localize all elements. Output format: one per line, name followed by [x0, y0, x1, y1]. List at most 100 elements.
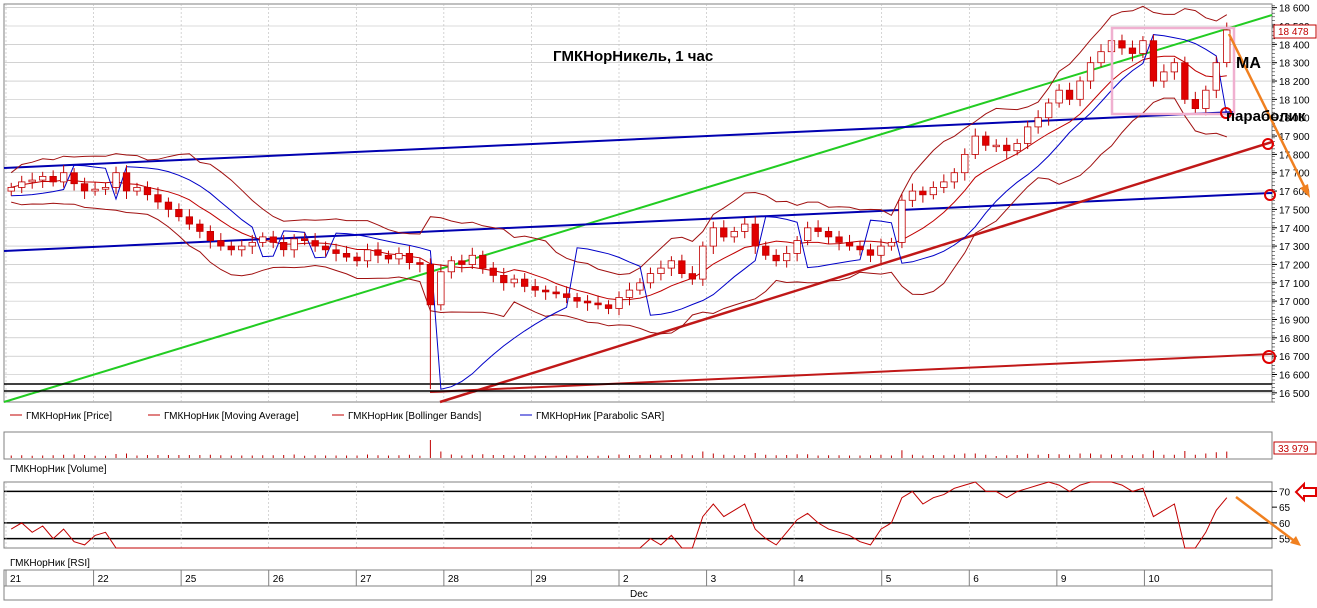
candle-body — [1024, 126, 1032, 144]
candle — [489, 262, 497, 283]
candle-body — [279, 241, 288, 251]
candle-body — [489, 267, 497, 276]
candle — [321, 241, 330, 257]
candle — [835, 230, 843, 251]
candle-body — [552, 291, 560, 295]
day-label: 3 — [711, 574, 717, 585]
price-tick-label: 17 200 — [1279, 260, 1310, 271]
candle — [542, 285, 550, 300]
price-tick-label: 17 100 — [1279, 279, 1310, 290]
candles — [7, 22, 1231, 390]
price-tick-label: 16 600 — [1279, 370, 1310, 381]
candle — [678, 254, 686, 279]
candle — [164, 197, 173, 218]
candle — [583, 295, 592, 311]
candle — [919, 186, 927, 203]
candle — [657, 260, 665, 281]
trend-lines — [3, 14, 1273, 404]
candle — [395, 247, 403, 265]
day-label: 21 — [10, 574, 22, 585]
candle-body — [101, 186, 110, 190]
candle-body — [615, 297, 623, 309]
candle — [227, 241, 235, 256]
candle-body — [311, 240, 319, 247]
candle — [426, 258, 435, 390]
candle — [908, 183, 917, 208]
candle-body — [175, 208, 183, 218]
candle-body — [447, 260, 456, 273]
candle-body — [919, 190, 927, 196]
price-down-arrowhead — [1300, 184, 1310, 198]
candle — [1086, 56, 1095, 89]
candle — [196, 219, 204, 239]
candle — [1202, 85, 1210, 116]
day-label: 29 — [535, 574, 547, 585]
candle — [688, 266, 696, 285]
candle — [1065, 82, 1074, 106]
candle — [563, 286, 571, 304]
candle — [699, 241, 707, 286]
price-tick-label: 16 700 — [1279, 352, 1310, 363]
candle — [259, 232, 267, 248]
rsi-line — [10, 481, 1228, 549]
day-label: 27 — [360, 574, 372, 585]
candle-body — [353, 256, 361, 262]
candle-body — [468, 254, 477, 265]
candle — [1034, 110, 1042, 134]
candle-body — [7, 186, 15, 192]
candle-body — [332, 249, 340, 254]
candle — [898, 194, 906, 249]
candle-body — [1212, 62, 1220, 91]
candle — [1097, 44, 1105, 68]
candle-body — [510, 278, 518, 284]
candle-body — [248, 241, 256, 247]
candle — [730, 226, 738, 243]
candle-body — [824, 230, 833, 238]
price-tick-label: 17 000 — [1279, 297, 1310, 308]
candle-body — [741, 223, 749, 232]
price-tick-label: 17 400 — [1279, 224, 1310, 235]
candle-body — [793, 240, 801, 254]
day-label: 6 — [973, 574, 979, 585]
candle-body — [60, 172, 68, 183]
candle — [1045, 98, 1053, 126]
candle — [290, 234, 298, 258]
candle-body — [688, 273, 696, 280]
candle — [1024, 120, 1032, 150]
candle — [992, 139, 1000, 153]
candle-body — [164, 201, 173, 210]
candle-body — [1149, 40, 1158, 82]
candle — [1118, 34, 1126, 55]
price-tick-label: 17 700 — [1279, 169, 1310, 180]
candle-body — [227, 245, 235, 251]
candle — [1076, 76, 1084, 107]
candle-body — [604, 304, 613, 309]
candle-body — [531, 286, 539, 291]
candle-body — [112, 172, 120, 188]
rsi-tick-label: 60 — [1279, 519, 1291, 530]
candle — [940, 174, 948, 194]
price-tick-label: 18 300 — [1279, 59, 1310, 70]
price-tick-label: 17 900 — [1279, 132, 1310, 143]
candle — [206, 225, 215, 249]
price-tick-label: 16 500 — [1279, 389, 1310, 400]
candle — [458, 254, 466, 273]
candle — [269, 230, 277, 249]
marker-circle — [1220, 107, 1232, 119]
candle-body — [374, 249, 382, 256]
price-down-arrow — [1227, 33, 1309, 193]
bollinger-bands — [10, 5, 1228, 335]
candle — [845, 234, 854, 251]
candle — [552, 285, 560, 299]
current-price-tag — [1273, 24, 1317, 39]
candle — [646, 267, 655, 289]
candle-body — [950, 172, 958, 183]
candle — [447, 256, 456, 279]
candle-body — [1086, 62, 1095, 82]
day-label: 25 — [185, 574, 197, 585]
candle-body — [709, 227, 717, 247]
candle — [751, 216, 759, 254]
candle-body — [363, 249, 372, 262]
candle-body — [667, 260, 675, 269]
